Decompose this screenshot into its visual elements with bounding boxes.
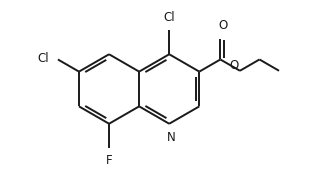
Text: O: O	[218, 19, 227, 32]
Text: Cl: Cl	[38, 52, 49, 65]
Text: Cl: Cl	[163, 11, 175, 24]
Text: O: O	[229, 59, 238, 72]
Text: F: F	[106, 154, 113, 167]
Text: N: N	[167, 131, 175, 144]
